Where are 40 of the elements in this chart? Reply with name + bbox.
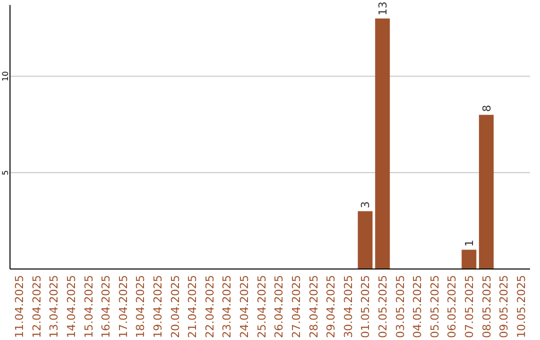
y-tick-label: 10: [1, 71, 10, 82]
x-tick-label: 07.05.2025: [463, 275, 476, 338]
bar: [358, 211, 373, 269]
x-tick-label: 21.04.2025: [186, 275, 200, 338]
x-tick-label: 15.04.2025: [82, 275, 96, 338]
x-tick-label: 25.04.2025: [255, 275, 268, 338]
x-tick-label: 13.04.2025: [48, 275, 61, 338]
bar: [375, 18, 390, 269]
data-label: 3: [359, 201, 372, 208]
x-tick-label: 19.04.2025: [152, 275, 165, 338]
data-label: 13: [376, 1, 390, 16]
x-tick-label: 26.04.2025: [272, 275, 286, 338]
x-tick-label: 11.04.2025: [13, 275, 26, 338]
x-tick-label: 24.04.2025: [238, 275, 252, 338]
x-tick-label: 03.05.2025: [394, 275, 407, 338]
bar: [462, 250, 476, 269]
x-tick-label: 06.05.2025: [446, 275, 459, 338]
x-tick-label: 04.05.2025: [411, 275, 424, 338]
x-tick-label: 12.04.2025: [30, 275, 44, 338]
x-tick-label: 08.05.2025: [480, 275, 494, 338]
x-tick-label: 14.04.2025: [65, 275, 78, 338]
x-tick-label: 29.04.2025: [324, 275, 338, 338]
x-tick-label: 20.04.2025: [168, 275, 182, 338]
x-tick-label: 28.04.2025: [307, 275, 320, 338]
x-tick-label: 23.04.2025: [220, 275, 234, 338]
data-label: 1: [463, 240, 476, 247]
x-tick-label: 27.04.2025: [290, 275, 303, 338]
bar: [478, 114, 494, 269]
x-tick-label: 10.05.2025: [514, 275, 528, 338]
data-label: 8: [480, 104, 494, 112]
x-tick-label: 22.04.2025: [203, 275, 216, 338]
y-tick-label: 5: [1, 170, 10, 176]
x-tick-label: 02.05.2025: [376, 275, 390, 338]
x-tick-label: 09.05.2025: [498, 275, 511, 338]
x-tick-label: 05.05.2025: [428, 275, 442, 338]
x-tick-label: 16.04.2025: [100, 275, 113, 338]
x-tick-label: 17.04.2025: [116, 275, 130, 338]
x-tick-label: 30.04.2025: [342, 275, 355, 338]
x-tick-label: 01.05.2025: [359, 275, 372, 338]
x-tick-label: 18.04.2025: [134, 275, 148, 338]
